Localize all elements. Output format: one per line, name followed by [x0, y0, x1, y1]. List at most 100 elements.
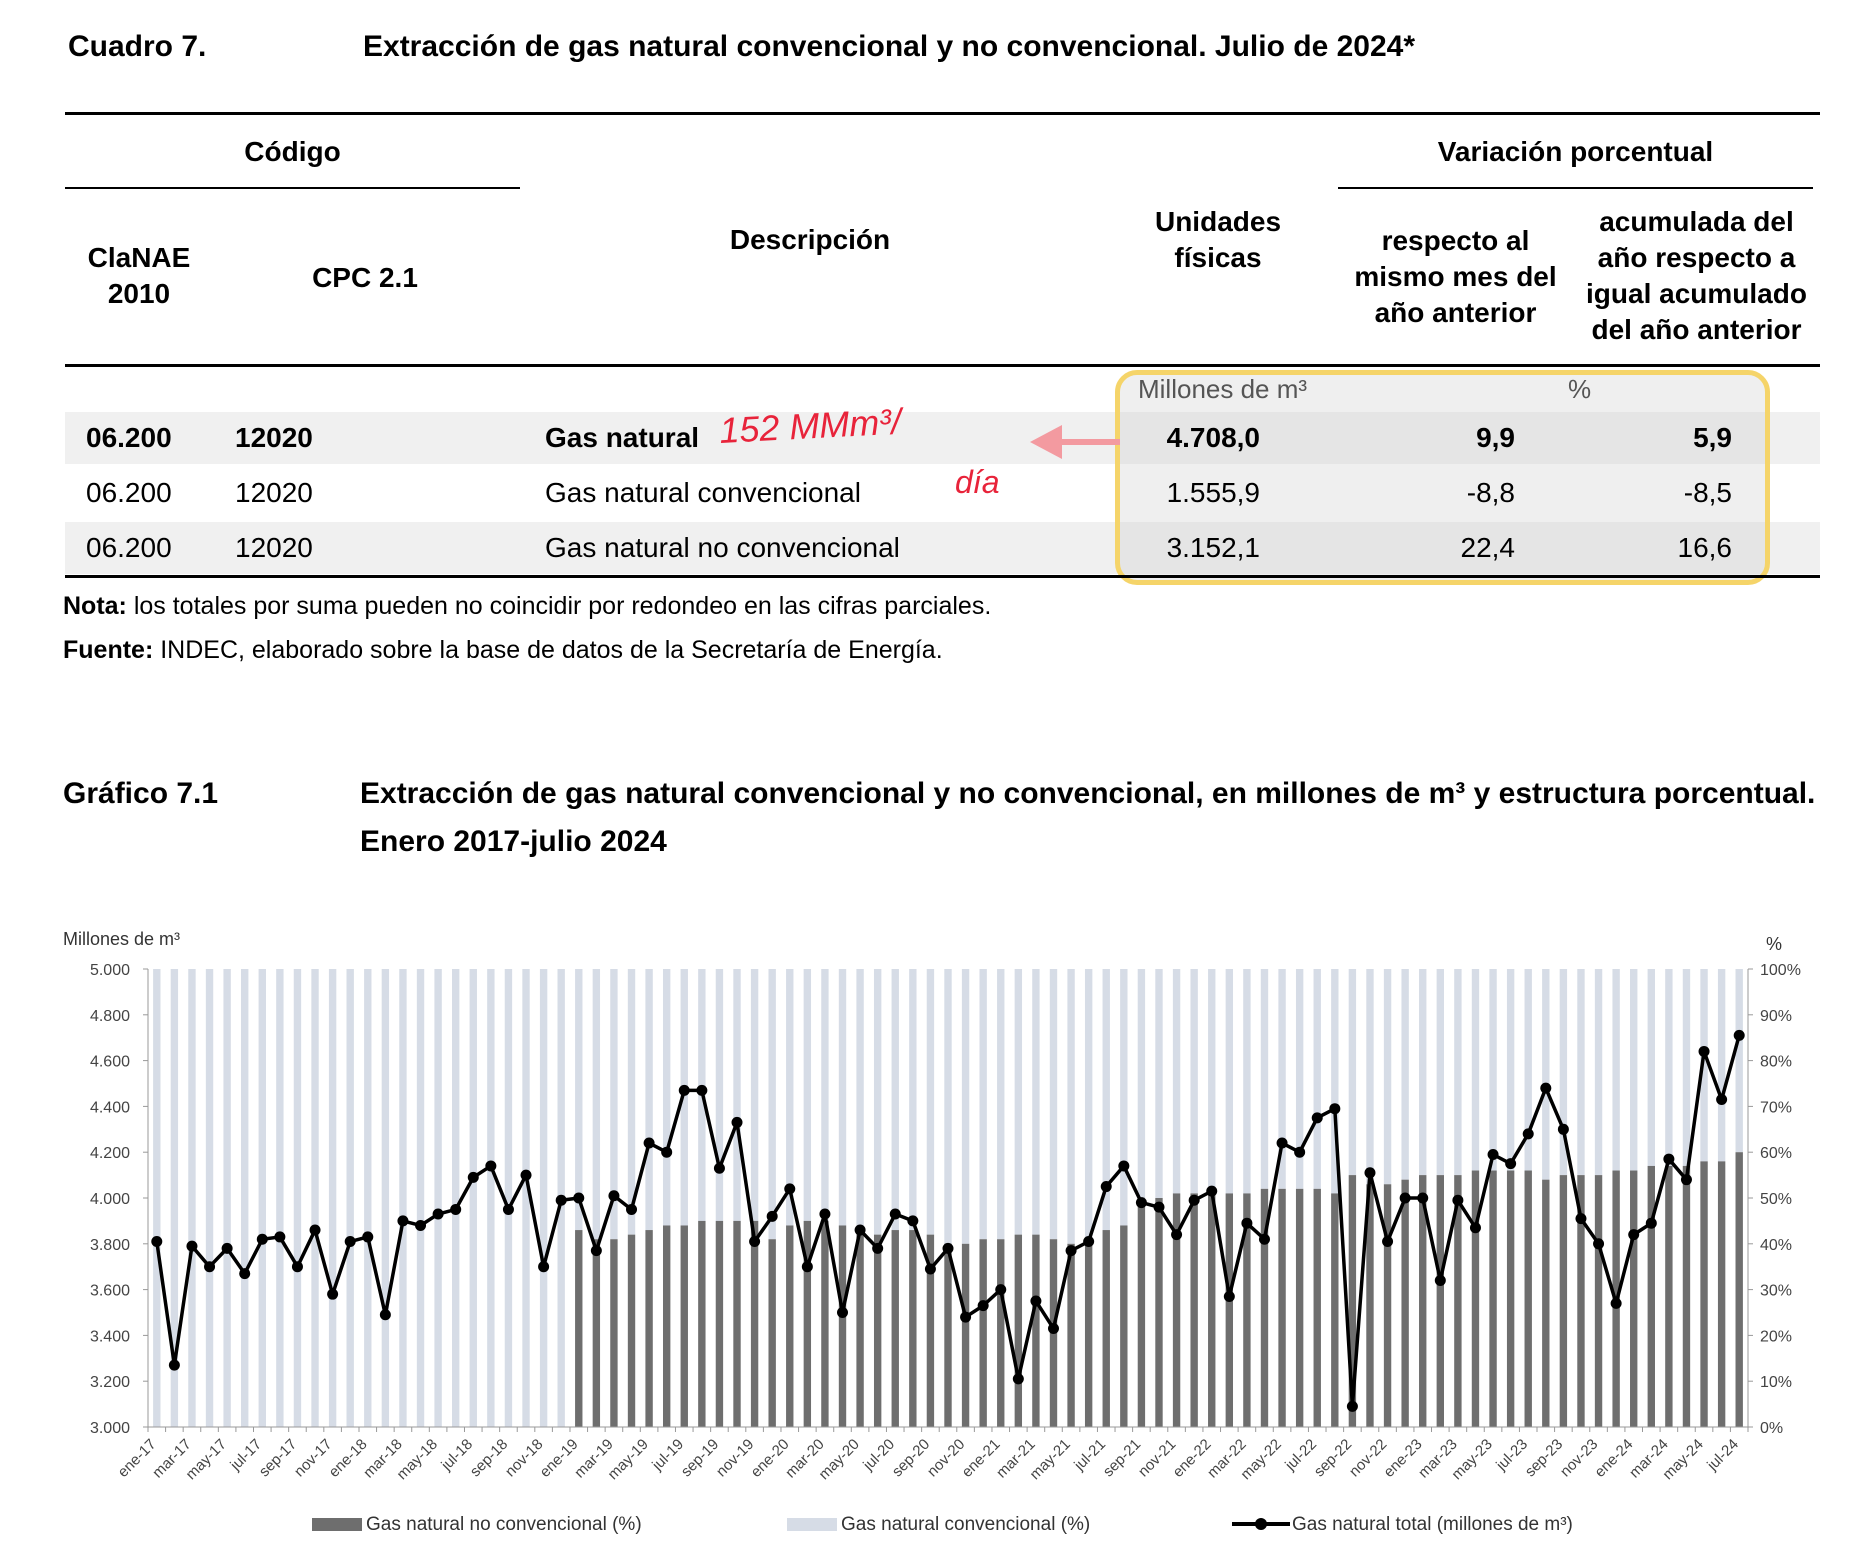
bar-convencional	[733, 969, 741, 1221]
y-right-tick-label: 100%	[1760, 962, 1801, 979]
total-point	[415, 1219, 427, 1231]
legend-swatch-no-convencional	[312, 1518, 362, 1531]
nota-text: los totales por suma pueden no coincidir…	[126, 592, 992, 620]
total-point	[977, 1300, 989, 1312]
table-bottom-rule	[65, 575, 1820, 578]
bar-no-convencional	[1172, 1193, 1181, 1427]
bar-convencional	[223, 969, 231, 1427]
total-point	[1118, 1160, 1130, 1172]
total-point	[907, 1215, 919, 1227]
row2-var-acum: -8,5	[1683, 477, 1732, 508]
total-point	[626, 1203, 638, 1215]
bar-convencional	[1295, 969, 1304, 1189]
bar-no-convencional	[1454, 1175, 1462, 1427]
x-tick-label: sep-17	[256, 1436, 300, 1480]
nota: Nota: los totales por suma pueden no coi…	[63, 592, 991, 621]
bar-no-convencional	[1383, 1184, 1392, 1427]
header-codigo: Código	[244, 136, 341, 167]
total-point	[1505, 1158, 1517, 1170]
total-point	[450, 1203, 462, 1215]
x-tick-label: nov-20	[924, 1436, 968, 1480]
bar-convencional	[1717, 969, 1726, 1162]
bar-convencional	[891, 969, 899, 1231]
bar-no-convencional	[821, 1220, 829, 1427]
total-point	[397, 1215, 409, 1227]
bar-no-convencional	[592, 1239, 601, 1427]
total-point	[1417, 1192, 1429, 1204]
bar-no-convencional	[1594, 1175, 1603, 1427]
x-tick-label: nov-17	[291, 1436, 335, 1480]
total-point	[1733, 1029, 1745, 1041]
nota-label: Nota:	[63, 592, 127, 620]
row2-var-mes: -8,8	[1466, 477, 1515, 508]
bar-convencional	[1067, 969, 1075, 1244]
total-point	[362, 1231, 374, 1243]
total-point	[960, 1311, 972, 1323]
bar-convencional	[416, 969, 425, 1427]
bar-no-convencional	[909, 1230, 917, 1427]
total-point	[1364, 1167, 1376, 1179]
total-point	[1610, 1297, 1622, 1309]
annotation-arrow-head	[1030, 425, 1062, 459]
bar-no-convencional	[1313, 1188, 1321, 1427]
bar-convencional	[1542, 969, 1550, 1180]
bar-convencional	[1366, 969, 1374, 1185]
bar-no-convencional	[1084, 1243, 1093, 1427]
bar-no-convencional	[1630, 1170, 1638, 1427]
bar-convencional	[539, 969, 548, 1427]
y-left-tick-label: 4.000	[90, 1191, 130, 1208]
bar-no-convencional	[733, 1220, 741, 1427]
bar-no-convencional	[961, 1243, 970, 1427]
y-right-tick-label: 40%	[1760, 1237, 1792, 1254]
bar-convencional	[1665, 969, 1673, 1166]
bar-convencional	[997, 969, 1005, 1240]
total-point	[696, 1084, 708, 1096]
bar-no-convencional	[1700, 1161, 1708, 1427]
total-point	[1241, 1217, 1253, 1229]
annotation-line2: día	[955, 464, 999, 500]
unit-pct: %	[1568, 374, 1592, 404]
bar-convencional	[1313, 969, 1321, 1189]
bar-no-convencional	[1524, 1170, 1532, 1427]
total-point	[1434, 1274, 1446, 1286]
bar-no-convencional	[1067, 1243, 1075, 1427]
total-point	[784, 1183, 796, 1195]
bar-no-convencional	[1506, 1170, 1515, 1427]
total-point	[1698, 1045, 1710, 1057]
total-point	[1575, 1213, 1587, 1225]
bar-convencional	[1436, 969, 1444, 1176]
bar-convencional	[205, 969, 214, 1427]
total-point	[608, 1190, 620, 1202]
row3-var-acum: 16,6	[1677, 532, 1733, 563]
bar-no-convencional	[645, 1230, 653, 1427]
header-descripcion: Descripción	[729, 224, 891, 255]
bar-convencional	[1489, 969, 1497, 1171]
bar-convencional	[1419, 969, 1427, 1176]
bar-convencional	[1594, 969, 1603, 1176]
bar-no-convencional	[1032, 1234, 1040, 1427]
total-point	[1206, 1185, 1218, 1197]
bar-convencional	[346, 969, 354, 1427]
total-point	[1135, 1197, 1147, 1209]
fuente: Fuente: INDEC, elaborado sobre la base d…	[63, 636, 943, 665]
bar-convencional	[1401, 969, 1409, 1180]
total-point	[713, 1162, 725, 1174]
bar-convencional	[944, 969, 952, 1244]
row1-unidades: 4.708,0	[1166, 422, 1260, 453]
bar-no-convencional	[803, 1220, 812, 1427]
bar-convencional	[592, 969, 601, 1240]
row3-clanae: 06.200	[86, 532, 172, 563]
row1-clanae: 06.200	[86, 422, 172, 453]
total-point	[239, 1268, 251, 1280]
total-point	[168, 1359, 180, 1371]
y-left-tick-label: 4.200	[90, 1145, 130, 1162]
bar-convencional	[1647, 969, 1655, 1166]
x-tick-label: sep-23	[1522, 1436, 1566, 1480]
total-point	[1276, 1137, 1288, 1149]
handwritten-annotation: 152 MMm³/ día	[718, 400, 1120, 500]
total-point	[1522, 1128, 1534, 1140]
bar-convencional	[258, 969, 266, 1427]
total-point	[344, 1236, 356, 1248]
row2-clanae: 06.200	[86, 477, 172, 508]
y-right-tick-label: 0%	[1760, 1420, 1783, 1437]
